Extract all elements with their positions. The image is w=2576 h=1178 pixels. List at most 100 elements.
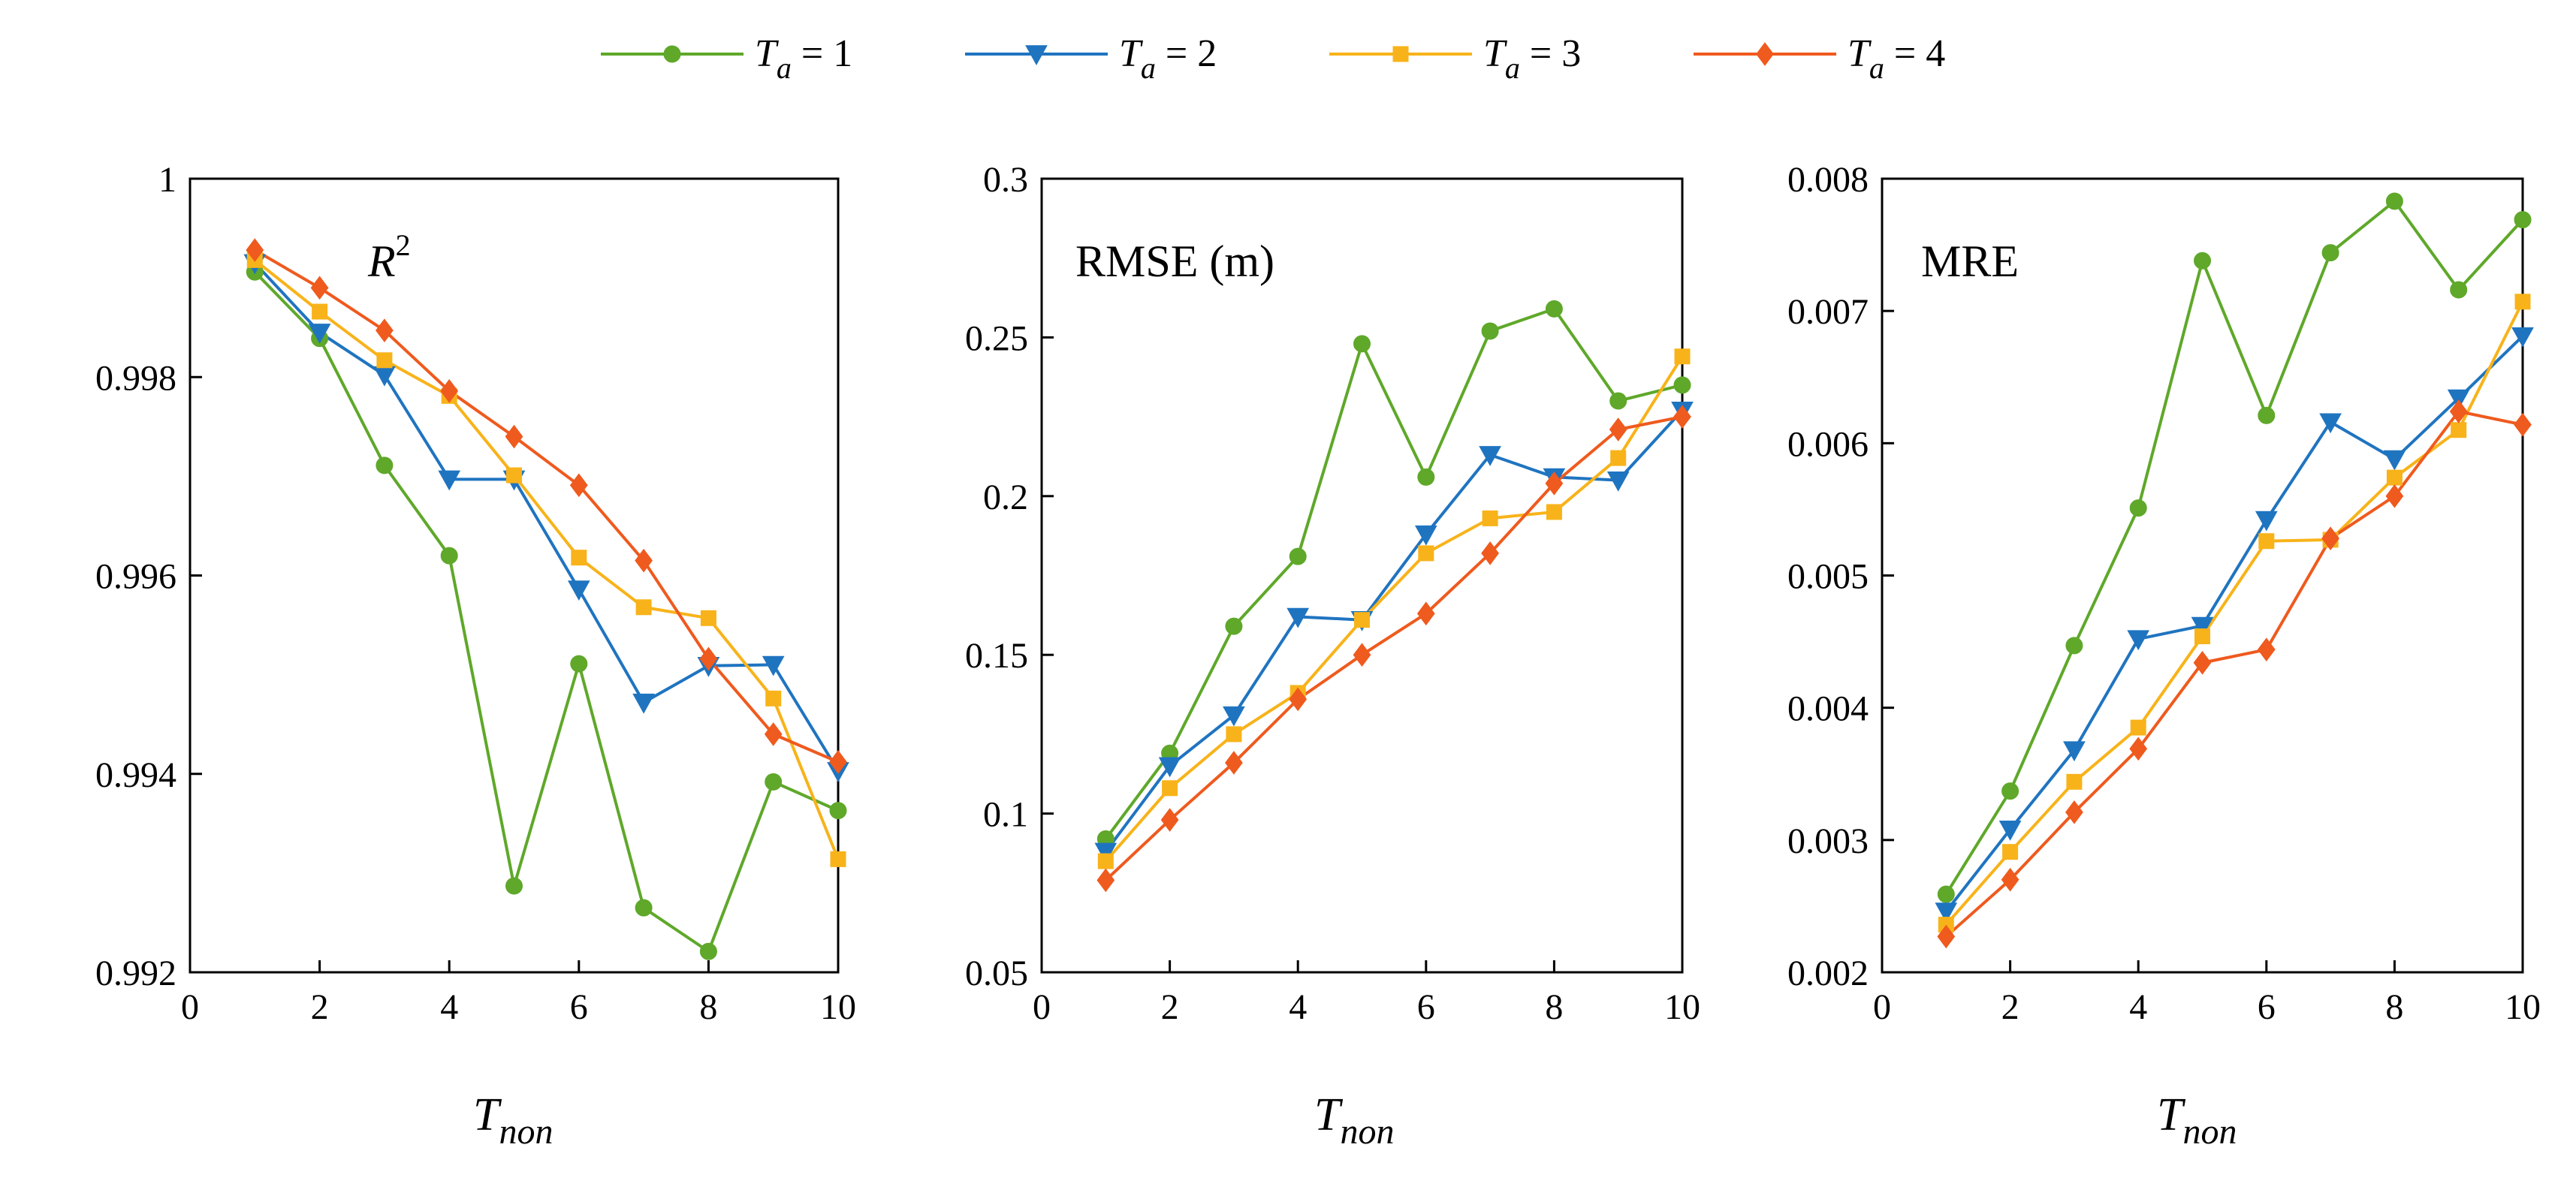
series-line-ta4 [254, 249, 839, 764]
legend-label-sub: a [1869, 51, 1884, 85]
panel-label: MRE [1921, 237, 2019, 286]
series-line-ta1 [1944, 199, 2524, 896]
data-point-ta1 [1937, 885, 1955, 903]
y-tick-label: 1 [158, 160, 176, 200]
data-point-ta3 [2130, 719, 2146, 736]
data-point-ta1 [1225, 617, 1243, 635]
data-point-ta2 [1479, 446, 1501, 466]
legend-label-text: = 2 [1156, 32, 1217, 75]
diamond-marker [1756, 42, 1774, 66]
legend-label-sub: a [1505, 51, 1520, 85]
x-tick-label: 10 [1664, 987, 1700, 1027]
data-point-ta3 [2451, 422, 2467, 438]
y-tick-label: 0.998 [95, 358, 176, 398]
data-point-ta3 [765, 690, 782, 706]
data-point-ta2 [1223, 706, 1245, 727]
data-point-ta4 [1416, 601, 1435, 626]
legend-label-text: = 3 [1520, 32, 1581, 75]
data-point-ta3 [2002, 844, 2019, 860]
data-point-ta3 [1097, 853, 1114, 869]
data-point-ta1 [2129, 499, 2147, 517]
panel-label: R2 [367, 228, 411, 286]
series-line-ta4 [1944, 410, 2523, 938]
series-line-ta4 [1104, 415, 1683, 881]
data-point-ta2 [2127, 630, 2150, 651]
data-point-ta2 [632, 693, 655, 714]
x-tick-label: 0 [181, 987, 199, 1027]
data-point-ta3 [1482, 510, 1498, 526]
data-point-ta3 [376, 352, 393, 369]
data-point-ta2 [1094, 842, 1118, 863]
data-point-ta1 [699, 942, 717, 960]
data-point-ta1 [1417, 468, 1435, 486]
series-line-ta3 [1944, 300, 2524, 926]
legend-label-var: T [755, 32, 779, 75]
data-point-ta3 [1226, 726, 1242, 743]
x-tick-label: 6 [2258, 987, 2276, 1027]
y-tick-label: 0.992 [95, 954, 176, 993]
y-tick-label: 0.003 [1787, 821, 1869, 861]
chart-panel-mre: 0 2 4 6 8 10 0.0020.0030.0040.0050.0060.0070.… [1787, 160, 2541, 1152]
plot-area [1040, 177, 1684, 974]
data-point-ta4 [1096, 868, 1115, 893]
x-axis-label-sub: non [1340, 1112, 1394, 1152]
data-point-ta4 [1353, 643, 1371, 667]
x-tick-label: 0 [1033, 987, 1051, 1027]
data-point-ta3 [571, 550, 587, 566]
data-point-ta4 [2514, 412, 2532, 437]
data-point-ta1 [2321, 244, 2339, 262]
data-point-ta4 [2321, 526, 2339, 551]
series-group [243, 238, 849, 960]
data-point-ta3 [2258, 533, 2275, 550]
y-tick-label: 0.1 [983, 795, 1028, 835]
svg-text:Ta = 4: Ta = 4 [1848, 32, 1945, 85]
data-point-ta4 [1160, 808, 1179, 832]
data-point-ta2 [2511, 327, 2534, 348]
y-tick-label: 0.006 [1787, 424, 1869, 464]
series-line-ta2 [253, 261, 840, 772]
x-axis: 0 2 4 6 8 10 [1033, 960, 1700, 1027]
legend-entry-2: Ta = 2 [965, 32, 1217, 85]
data-point-ta2 [308, 324, 331, 344]
series-line-ta1 [1104, 307, 1683, 840]
legend-marker-triangle-down [1025, 45, 1048, 66]
legend-label-text: = 4 [1884, 32, 1945, 75]
data-point-ta4 [2129, 737, 2148, 761]
data-point-ta3 [2066, 773, 2083, 790]
data-point-ta4 [2001, 867, 2019, 892]
data-point-ta4 [2257, 637, 2276, 661]
y-tick-label: 0.15 [965, 636, 1028, 676]
data-point-ta4 [829, 750, 847, 774]
data-point-ta3 [1674, 348, 1691, 365]
y-tick-label: 0.2 [983, 478, 1028, 517]
data-point-ta4 [1609, 417, 1627, 441]
data-point-ta3 [635, 599, 652, 616]
data-point-ta1 [505, 877, 523, 895]
x-tick-label: 4 [1289, 987, 1307, 1027]
data-point-ta3 [1610, 450, 1627, 466]
x-axis-label-sub: non [2182, 1112, 2237, 1152]
data-point-ta4 [440, 378, 459, 403]
legend-marker-circle [663, 45, 681, 63]
x-tick-label: 2 [2001, 987, 2019, 1027]
data-point-ta2 [2191, 616, 2214, 637]
data-point-ta1 [1545, 300, 1563, 318]
legend-label-text: = 1 [792, 32, 852, 75]
data-point-ta1 [1289, 547, 1307, 565]
data-point-ta4 [246, 238, 264, 262]
svg-text:Ta = 2: Ta = 2 [1119, 32, 1217, 85]
legend-marker-diamond [1756, 42, 1774, 66]
y-tick-label: 0.005 [1787, 557, 1869, 597]
x-tick-label: 6 [1417, 987, 1435, 1027]
data-point-ta2 [373, 366, 396, 387]
data-point-ta2 [2383, 450, 2406, 471]
data-point-ta1 [1673, 376, 1691, 394]
x-tick-label: 6 [570, 987, 588, 1027]
data-point-ta2 [2319, 413, 2342, 434]
data-point-ta4 [1673, 405, 1691, 429]
square-marker [1392, 46, 1409, 62]
data-point-ta2 [1158, 757, 1181, 778]
x-axis-label: Tnon [1314, 1089, 1394, 1152]
data-point-ta1 [2194, 252, 2211, 270]
x-tick-label: 4 [440, 987, 458, 1027]
